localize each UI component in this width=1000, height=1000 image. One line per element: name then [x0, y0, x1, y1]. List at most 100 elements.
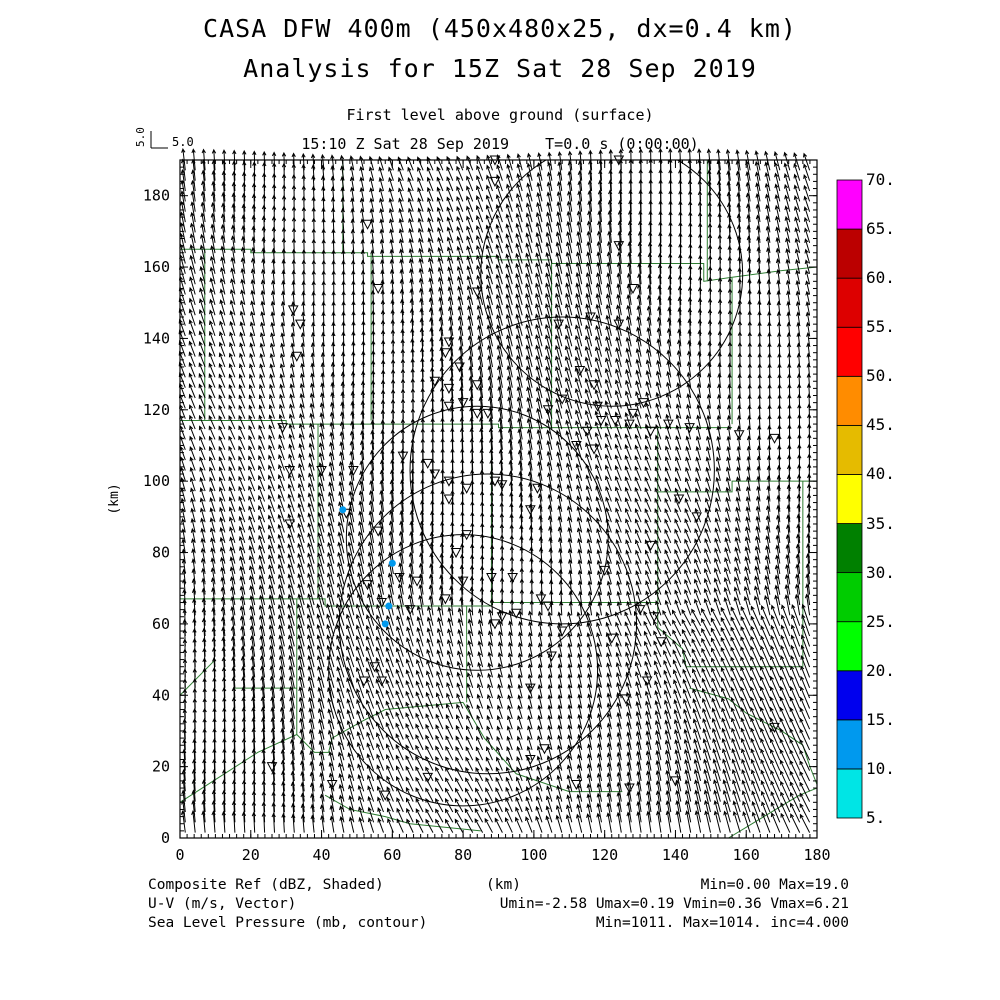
wind-vector [672, 669, 682, 688]
wind-vector [477, 651, 484, 668]
wind-vector [485, 204, 493, 223]
wind-vector [634, 465, 642, 481]
wind-vector [643, 610, 652, 626]
wind-vector [337, 561, 345, 585]
wind-vector [485, 194, 493, 212]
wind-vector [575, 430, 583, 450]
footer-axis-unit: (km) [486, 877, 521, 893]
wind-vector [319, 412, 325, 430]
wind-vector [486, 704, 493, 719]
wind-vector [683, 738, 692, 761]
wind-vector [720, 636, 731, 657]
wind-vector [577, 743, 583, 761]
wind-vector [655, 739, 662, 761]
wind-vector [764, 555, 771, 574]
wind-vector [397, 593, 404, 616]
wind-vector [455, 777, 464, 792]
wind-vector [703, 597, 711, 616]
station-marker [394, 573, 405, 584]
wind-vector [711, 707, 721, 730]
wind-vector [673, 689, 682, 709]
wind-vector [231, 170, 237, 192]
wind-vector [190, 497, 196, 512]
footer-left-3: Sea Level Pressure (mb, contour) [148, 915, 428, 931]
wind-vector [476, 304, 484, 326]
station-marker [645, 426, 657, 437]
wind-vector [405, 765, 414, 782]
wind-vector [350, 370, 356, 388]
wind-vector [485, 766, 493, 782]
wind-vector [248, 414, 256, 430]
wind-vector [208, 373, 216, 388]
wind-vector [291, 259, 296, 274]
wind-vector [713, 810, 721, 833]
wind-vector [366, 742, 375, 761]
wind-vector [731, 758, 741, 782]
wind-vector [547, 161, 553, 181]
wind-vector [271, 780, 276, 802]
wind-vector [566, 200, 573, 223]
wind-vector [485, 224, 493, 243]
wind-vector [576, 484, 583, 502]
wind-vector [199, 244, 206, 264]
wind-vector [257, 484, 266, 502]
wind-vector [311, 301, 316, 316]
wind-vector [694, 810, 702, 833]
wind-vector [317, 522, 325, 544]
wind-vector [770, 812, 781, 833]
wind-vector [754, 585, 761, 606]
wind-vector [624, 497, 632, 512]
wind-vector [785, 279, 791, 295]
wind-vector [726, 456, 731, 471]
wind-vector [635, 559, 642, 575]
wind-vector [230, 256, 236, 274]
station-marker [284, 519, 296, 530]
wind-vector [328, 761, 335, 782]
wind-vector [587, 580, 593, 595]
wind-vector [716, 435, 721, 450]
wind-vector [575, 420, 583, 440]
wind-vector [577, 693, 583, 709]
station-marker [556, 626, 568, 637]
wind-vector [298, 423, 305, 440]
wind-vector [750, 605, 761, 626]
wind-vector [765, 193, 771, 212]
wind-vector [674, 749, 682, 771]
wind-vector [188, 340, 196, 357]
wind-vector [505, 233, 513, 254]
wind-vector [438, 296, 444, 316]
wind-vector [395, 700, 404, 719]
wind-vector [585, 485, 593, 502]
wind-vector [535, 386, 543, 409]
wind-vector [417, 187, 424, 202]
wind-vector [656, 359, 662, 378]
wind-vector [287, 593, 295, 616]
wind-vector [446, 186, 454, 202]
wind-vector [731, 737, 741, 761]
wind-vector [577, 753, 583, 771]
station-marker [588, 380, 600, 391]
wind-vector [794, 205, 801, 223]
wind-vector [199, 435, 206, 450]
wind-vector [395, 636, 404, 657]
wind-vector [567, 621, 573, 637]
wind-vector [259, 342, 266, 357]
wind-vector [655, 423, 662, 440]
station-marker [404, 605, 416, 616]
wind-vector [696, 424, 702, 440]
wind-vector [504, 817, 513, 833]
wind-vector [406, 626, 414, 647]
wind-vector [505, 273, 513, 295]
wind-vector [779, 717, 791, 740]
wind-vector [754, 565, 761, 585]
wind-vector [346, 677, 355, 699]
wind-vector [228, 506, 236, 523]
wind-vector [535, 272, 543, 295]
wind-vector [711, 677, 721, 699]
wind-vector [556, 201, 563, 223]
wind-vector [665, 800, 672, 823]
wind-vector [783, 151, 791, 171]
wind-vector [298, 675, 305, 699]
wind-vector [516, 375, 523, 399]
wind-vector [298, 696, 305, 719]
